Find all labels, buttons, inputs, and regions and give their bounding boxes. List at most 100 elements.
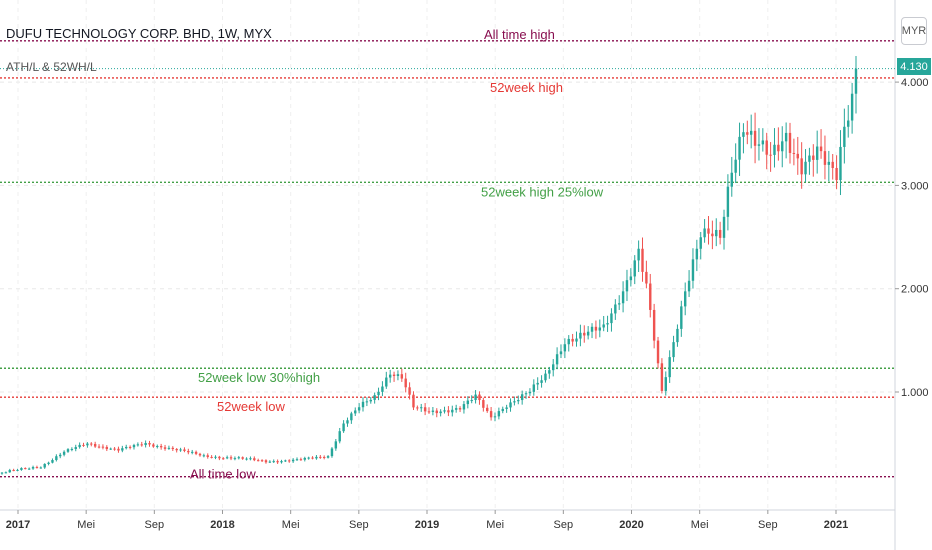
candle-body: [82, 444, 85, 446]
candle-body: [39, 467, 43, 469]
candle-body: [513, 401, 516, 403]
candle-body: [388, 374, 392, 378]
candle-body: [486, 407, 489, 412]
candle-body: [451, 409, 454, 413]
candle-body: [284, 460, 287, 462]
candle-body: [691, 259, 695, 281]
candle-body: [361, 401, 365, 408]
candle-body: [117, 448, 120, 451]
candle-body: [726, 186, 730, 217]
candle-body: [656, 340, 660, 364]
candle-body: [555, 354, 559, 365]
level-label: 52week low: [217, 399, 286, 414]
y-tick-label: 1.000: [901, 387, 929, 399]
candle-body: [245, 458, 248, 460]
candle-body: [74, 447, 77, 449]
candle-body: [125, 446, 128, 449]
candle-body: [132, 445, 136, 448]
candle-body: [121, 448, 124, 451]
candle-body: [307, 457, 310, 459]
x-tick-label: Sep: [145, 519, 165, 531]
candle-body: [520, 394, 524, 401]
candle-body: [637, 248, 640, 261]
candle-body: [548, 370, 551, 374]
candle-body: [435, 410, 438, 414]
candle-body: [614, 304, 617, 314]
price-grid: [0, 0, 895, 510]
candle-body: [198, 453, 202, 456]
candle-body: [687, 280, 691, 292]
candle-body: [722, 216, 726, 238]
candle-body: [784, 132, 788, 142]
candle-body: [291, 459, 295, 462]
candle-body: [311, 457, 314, 459]
candle-body: [447, 410, 450, 413]
candle-body: [711, 233, 714, 237]
candle-body: [315, 456, 318, 459]
candle-body: [233, 458, 237, 460]
candle-body: [218, 456, 221, 459]
candle-body: [225, 457, 229, 459]
candle-body: [439, 411, 442, 414]
level-label: 52week high 25%low: [481, 184, 604, 199]
time-axis: 2017 Mei Sep 2018 Mei Sep 2019 Mei Sep 2020 Mei Sep…: [6, 510, 848, 531]
candle-body: [210, 456, 213, 458]
y-tick-label: 3.000: [901, 180, 929, 192]
candle-body: [396, 374, 400, 376]
candle-body: [734, 159, 737, 173]
candle-body: [381, 386, 384, 392]
candle-body: [606, 323, 609, 325]
currency-button[interactable]: MYR: [901, 17, 927, 45]
candle-body: [831, 161, 834, 168]
candle-body: [59, 454, 62, 457]
candle-body: [835, 167, 838, 181]
candle-body: [730, 172, 733, 187]
candle-body: [815, 146, 819, 160]
candle-body: [334, 441, 338, 449]
candle-body: [357, 407, 361, 411]
candle-body: [808, 155, 811, 162]
candle-body: [443, 410, 446, 412]
candle-body: [128, 446, 132, 448]
candle-body: [187, 450, 190, 453]
candle-body: [649, 283, 652, 310]
candle-body: [800, 158, 803, 175]
candle-body: [66, 449, 70, 452]
candle-body: [229, 457, 233, 459]
candle-body: [113, 448, 116, 450]
candle-body: [680, 306, 683, 329]
candle-body: [0, 472, 4, 474]
candle-body: [222, 458, 225, 460]
candle-body: [16, 469, 19, 471]
candle-body: [660, 363, 664, 391]
candle-body: [90, 443, 93, 445]
candle-body: [342, 423, 345, 432]
x-tick-label: 2021: [824, 519, 848, 531]
candle-body: [427, 411, 431, 413]
candle-body: [625, 280, 629, 292]
candle-body: [839, 146, 842, 181]
candle-body: [621, 291, 625, 304]
candle-body: [280, 461, 283, 463]
candle-body: [633, 260, 636, 277]
candle-body: [478, 394, 481, 401]
candle-body: [707, 228, 710, 234]
candle-body: [144, 443, 147, 446]
candle-body: [420, 407, 423, 409]
candle-body: [746, 132, 749, 135]
candle-body: [683, 291, 687, 307]
candle-body: [769, 154, 772, 156]
indicator-label[interactable]: ATH/L & 52WH/L: [6, 60, 97, 74]
price-axis: 1.000 2.000 3.000 4.000: [895, 77, 929, 399]
candle-body: [781, 141, 784, 152]
candle-body: [474, 394, 477, 401]
candle-body: [664, 377, 667, 391]
candle-body: [641, 248, 644, 272]
candle-body: [804, 161, 807, 175]
candle-body: [8, 470, 11, 473]
candle-body: [796, 153, 799, 159]
candle-body: [136, 444, 140, 446]
candle-body: [738, 136, 741, 160]
candle-body: [416, 407, 419, 409]
